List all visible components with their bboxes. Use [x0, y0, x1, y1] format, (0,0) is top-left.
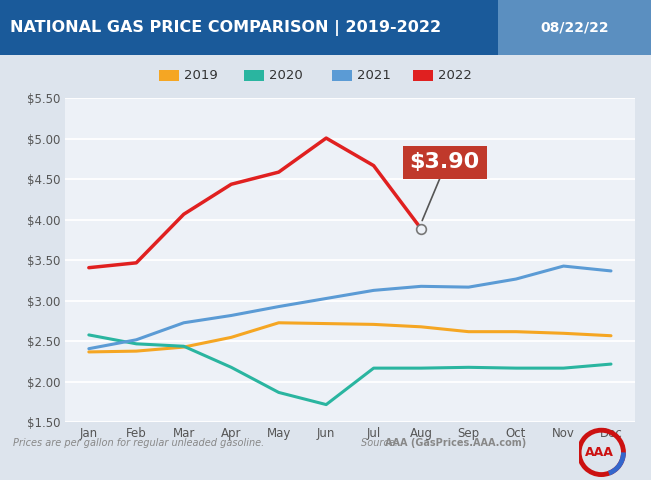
Text: 2022: 2022 — [438, 69, 472, 82]
Bar — [0, 0, 498, 55]
Bar — [498, 0, 651, 55]
Text: 08/22/22: 08/22/22 — [540, 21, 609, 35]
Bar — [159, 70, 179, 81]
Text: $3.90: $3.90 — [409, 152, 480, 172]
Text: NATIONAL GAS PRICE COMPARISON | 2019-2022: NATIONAL GAS PRICE COMPARISON | 2019-202… — [10, 20, 441, 36]
Bar — [244, 70, 264, 81]
Text: 2020: 2020 — [269, 69, 303, 82]
Text: Prices are per gallon for regular unleaded gasoline.: Prices are per gallon for regular unlead… — [13, 438, 264, 447]
Text: 2021: 2021 — [357, 69, 391, 82]
Text: AAA: AAA — [585, 446, 614, 459]
Bar — [332, 70, 352, 81]
Bar — [413, 70, 433, 81]
Text: Source:: Source: — [361, 438, 402, 447]
Text: 2019: 2019 — [184, 69, 218, 82]
Text: AAA (GasPrices.AAA.com): AAA (GasPrices.AAA.com) — [385, 438, 527, 447]
